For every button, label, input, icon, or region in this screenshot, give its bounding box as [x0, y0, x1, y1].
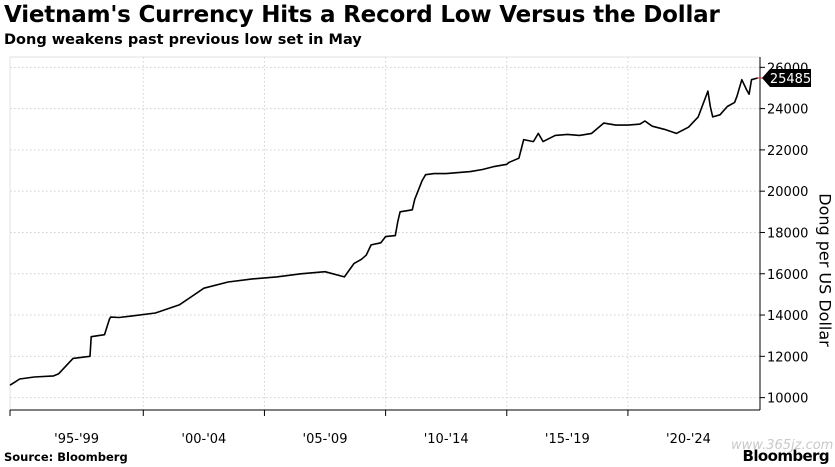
exchange-rate-line: [9, 77, 758, 386]
y-tick-label: 18000: [767, 226, 808, 241]
x-tick-label: '05-'09: [303, 432, 348, 447]
watermark: www.365jz.com: [731, 438, 834, 453]
source-note: Source: Bloomberg: [4, 450, 128, 464]
x-tick-label: '00-'04: [181, 432, 226, 447]
y-tick-label: 20000: [767, 185, 808, 200]
y-tick-label: 10000: [767, 392, 808, 407]
y-tick-label: 14000: [767, 309, 808, 324]
x-tick-label: '15-'19: [545, 432, 590, 447]
x-tick-label: '20-'24: [666, 432, 711, 447]
current-value-tag: [762, 68, 811, 87]
bloomberg-logo: Bloomberg: [742, 447, 830, 465]
chart-title: Vietnam's Currency Hits a Record Low Ver…: [4, 2, 720, 28]
y-tick-label: 22000: [767, 144, 808, 159]
y-tick-label: 16000: [767, 268, 808, 283]
y-axis-label: Dong per US Dollar: [815, 193, 835, 347]
current-value-label: 25485: [770, 72, 811, 87]
x-tick-label: '10-'14: [424, 432, 469, 447]
y-tick-label: 24000: [767, 103, 808, 118]
chart-subtitle: Dong weakens past previous low set in Ma…: [4, 32, 362, 48]
x-tick-label: '95-'99: [54, 432, 99, 447]
y-tick-label: 12000: [767, 350, 808, 365]
